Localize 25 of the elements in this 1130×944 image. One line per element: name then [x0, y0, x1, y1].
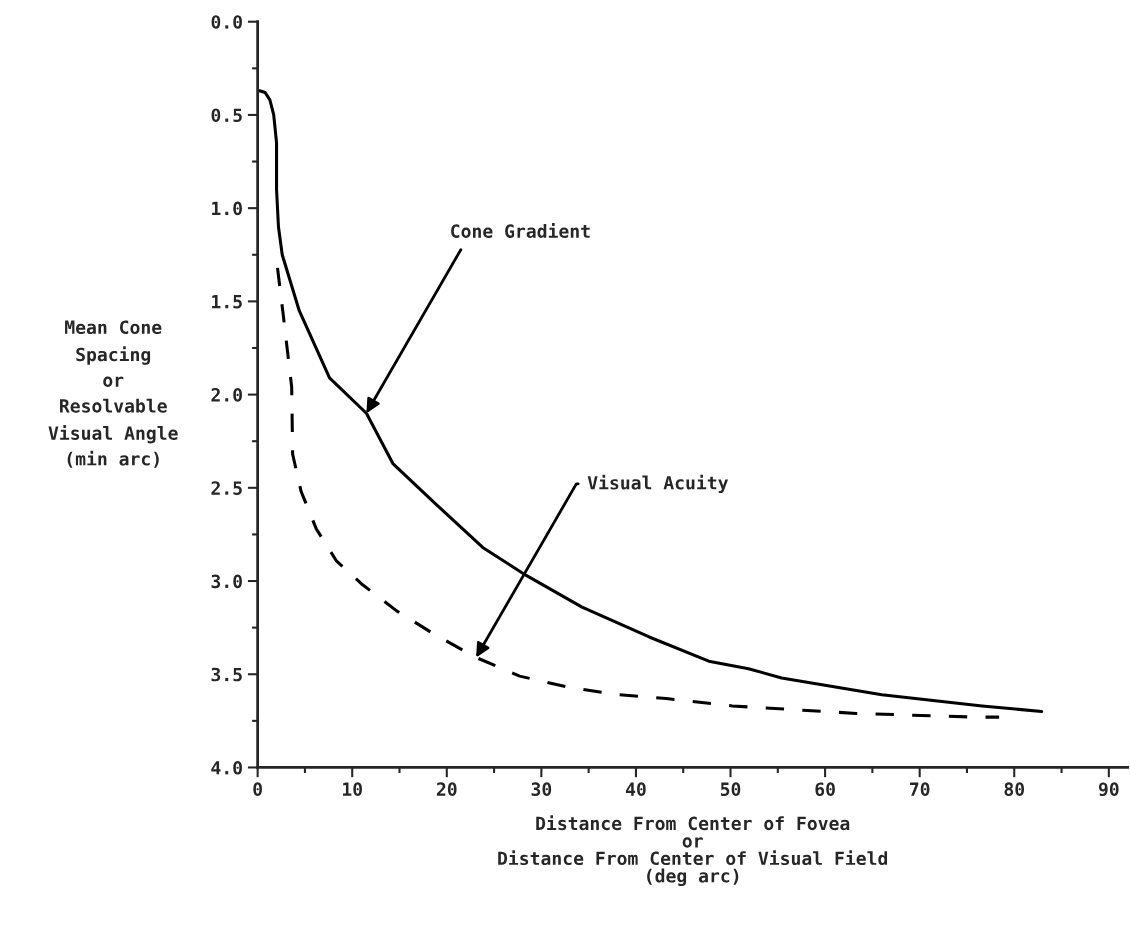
x-tick-label: 60 [815, 782, 835, 797]
x-tick-label: 80 [1004, 782, 1025, 797]
x-tick-label: 20 [436, 782, 457, 797]
y-tick-label: 1.0 [212, 201, 242, 216]
y-tick-label: 2.0 [211, 388, 242, 402]
annotation: Visual Acuity [587, 474, 729, 494]
y-tick-label: 3.5 [211, 667, 242, 682]
x-tick-label: 40 [625, 782, 646, 797]
annotation: Cone Gradient [451, 222, 590, 238]
x-tick-label: 90 [1098, 782, 1119, 797]
x-tick-label: 50 [720, 782, 741, 797]
x-tick-label: 30 [531, 782, 552, 797]
x-tick-label: 10 [343, 782, 362, 797]
y-tick-label: 2.5 [211, 481, 242, 495]
y-tick-label: 0.5 [211, 108, 242, 123]
line-series [258, 89, 1044, 714]
x-tick-label: 0 [253, 782, 262, 797]
line-series [275, 266, 1001, 719]
y-tick-label: 3.0 [211, 574, 242, 589]
x-axis-title: Distance From Center of Fovea or Distance From Center of Visual Field (deg arc) [498, 815, 888, 887]
y-tick-label: 1.5 [212, 295, 242, 309]
y-tick-label: 4.0 [211, 760, 242, 775]
y-tick-label: 0.0 [211, 15, 242, 29]
y-axis-title: Mean Cone Spacing or Resolvable Visual Angle (min arc) [48, 320, 178, 468]
x-tick-label: 70 [909, 782, 930, 797]
